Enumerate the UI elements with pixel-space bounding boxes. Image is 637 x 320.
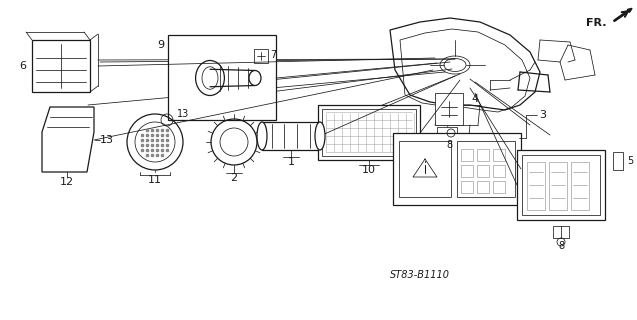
Text: 3: 3 <box>539 110 546 120</box>
Ellipse shape <box>257 122 267 150</box>
Text: 9: 9 <box>157 40 164 50</box>
Ellipse shape <box>249 70 261 85</box>
Bar <box>435 93 463 125</box>
Text: 4: 4 <box>471 94 478 104</box>
Bar <box>254 49 268 63</box>
Bar <box>168 35 276 120</box>
Text: 1: 1 <box>287 157 294 167</box>
Bar <box>527 162 545 210</box>
Bar <box>461 149 473 161</box>
Bar <box>32 40 90 92</box>
Text: FR.: FR. <box>586 18 606 28</box>
Bar <box>493 149 505 161</box>
Bar <box>399 141 451 197</box>
Bar <box>322 109 416 156</box>
Text: ST83-B1110: ST83-B1110 <box>390 270 450 280</box>
Bar <box>461 181 473 193</box>
Bar <box>613 152 623 170</box>
Text: 12: 12 <box>60 177 74 187</box>
Text: 2: 2 <box>231 173 238 183</box>
Bar <box>393 133 521 205</box>
Text: 13: 13 <box>177 109 189 119</box>
Text: 11: 11 <box>148 175 162 185</box>
Text: 8: 8 <box>558 241 564 251</box>
Bar <box>549 162 567 210</box>
Bar <box>517 150 605 220</box>
Bar <box>553 226 569 238</box>
Bar <box>437 127 457 139</box>
Text: 13: 13 <box>100 135 114 145</box>
Text: 6: 6 <box>19 61 26 71</box>
Bar <box>262 122 320 150</box>
Bar <box>522 155 600 215</box>
Bar <box>318 105 420 160</box>
Bar <box>493 165 505 177</box>
Bar <box>571 162 589 210</box>
Text: 5: 5 <box>627 156 633 166</box>
Bar <box>477 165 489 177</box>
Text: 8: 8 <box>446 140 452 150</box>
Text: 7: 7 <box>270 50 276 60</box>
Bar <box>457 141 515 197</box>
Ellipse shape <box>315 122 325 150</box>
Bar <box>477 149 489 161</box>
Bar <box>477 181 489 193</box>
Bar <box>493 181 505 193</box>
Bar <box>461 165 473 177</box>
Text: 10: 10 <box>362 165 376 175</box>
